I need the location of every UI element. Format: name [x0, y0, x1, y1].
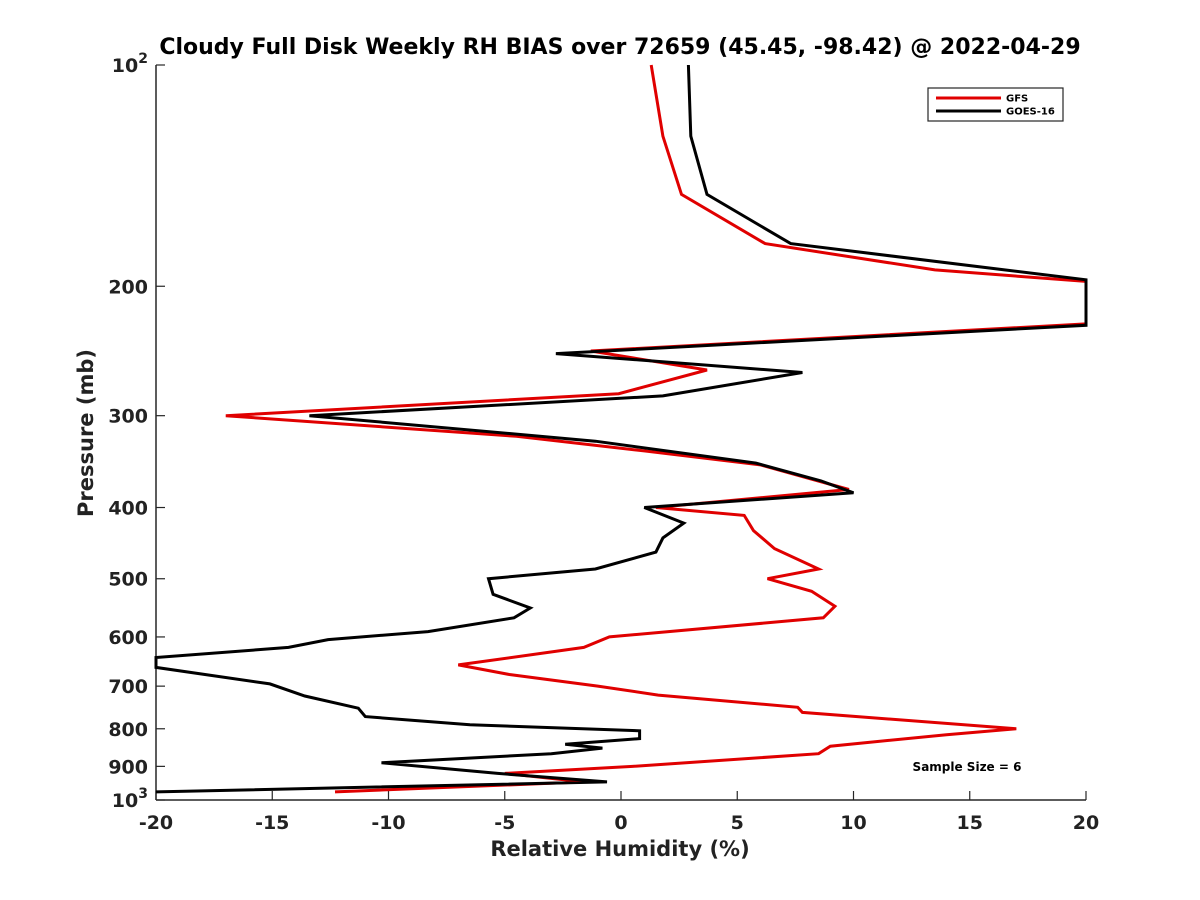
plot-area [155, 65, 1086, 801]
x-axis-ticks: -20 -15 -10 -5 0 5 10 15 20 [139, 791, 1099, 834]
x-tick-label: 20 [1073, 812, 1099, 834]
x-tick-label: -10 [371, 812, 405, 834]
x-tick-label: 5 [731, 812, 744, 834]
legend-label-gfs: GFS [1006, 94, 1028, 105]
x-tick-label: 10 [840, 812, 866, 834]
y-tick-label: 800 [108, 719, 148, 741]
x-tick-label: -20 [139, 812, 173, 834]
series-line-goes-16 [154, 64, 1088, 794]
series-layer [154, 64, 1088, 794]
legend-box [927, 87, 1064, 122]
x-axis-label: Relative Humidity (%) [490, 837, 749, 861]
y-axis-ticks: 102 200 300 400 500 600 700 800 900 103 [108, 51, 165, 812]
chart-title: Cloudy Full Disk Weekly RH BIAS over 726… [159, 35, 1080, 60]
legend: GFS GOES-16 [927, 87, 1064, 122]
x-tick-label: -15 [255, 812, 289, 834]
x-tick-label: -5 [494, 812, 515, 834]
y-axis-label: Pressure (mb) [74, 349, 98, 517]
y-tick-label: 700 [108, 676, 148, 698]
sample-size-annotation: Sample Size = 6 [913, 760, 1022, 774]
plot-background [156, 65, 1086, 800]
y-tick-label: 400 [108, 498, 148, 520]
legend-label-goes-16: GOES-16 [1006, 107, 1055, 118]
y-tick-label: 102 [112, 51, 148, 77]
y-tick-label: 103 [112, 786, 148, 812]
y-tick-label: 900 [108, 756, 148, 778]
y-tick-label: 500 [108, 569, 148, 591]
x-tick-label: 15 [957, 812, 983, 834]
y-tick-label: 600 [108, 627, 148, 649]
y-tick-label: 200 [108, 276, 148, 298]
y-tick-label: 300 [108, 406, 148, 428]
x-tick-label: 0 [614, 812, 627, 834]
